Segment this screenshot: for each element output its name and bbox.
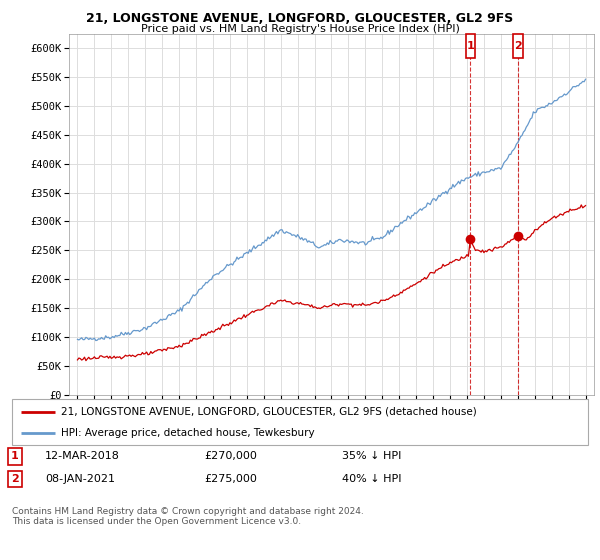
- Text: 2: 2: [11, 474, 19, 484]
- Text: £275,000: £275,000: [204, 474, 257, 484]
- Text: 21, LONGSTONE AVENUE, LONGFORD, GLOUCESTER, GL2 9FS (detached house): 21, LONGSTONE AVENUE, LONGFORD, GLOUCEST…: [61, 407, 477, 417]
- Text: 2: 2: [514, 41, 522, 52]
- Text: 1: 1: [466, 41, 474, 52]
- Text: HPI: Average price, detached house, Tewkesbury: HPI: Average price, detached house, Tewk…: [61, 428, 314, 438]
- Text: 12-MAR-2018: 12-MAR-2018: [45, 451, 120, 461]
- FancyBboxPatch shape: [12, 399, 588, 445]
- Text: 1: 1: [11, 451, 19, 461]
- Text: £270,000: £270,000: [204, 451, 257, 461]
- FancyBboxPatch shape: [466, 34, 475, 58]
- FancyBboxPatch shape: [514, 34, 523, 58]
- Text: Contains HM Land Registry data © Crown copyright and database right 2024.
This d: Contains HM Land Registry data © Crown c…: [12, 507, 364, 526]
- Text: 08-JAN-2021: 08-JAN-2021: [45, 474, 115, 484]
- Text: 40% ↓ HPI: 40% ↓ HPI: [342, 474, 401, 484]
- Text: 21, LONGSTONE AVENUE, LONGFORD, GLOUCESTER, GL2 9FS: 21, LONGSTONE AVENUE, LONGFORD, GLOUCEST…: [86, 12, 514, 25]
- Text: Price paid vs. HM Land Registry's House Price Index (HPI): Price paid vs. HM Land Registry's House …: [140, 24, 460, 34]
- Text: 35% ↓ HPI: 35% ↓ HPI: [342, 451, 401, 461]
